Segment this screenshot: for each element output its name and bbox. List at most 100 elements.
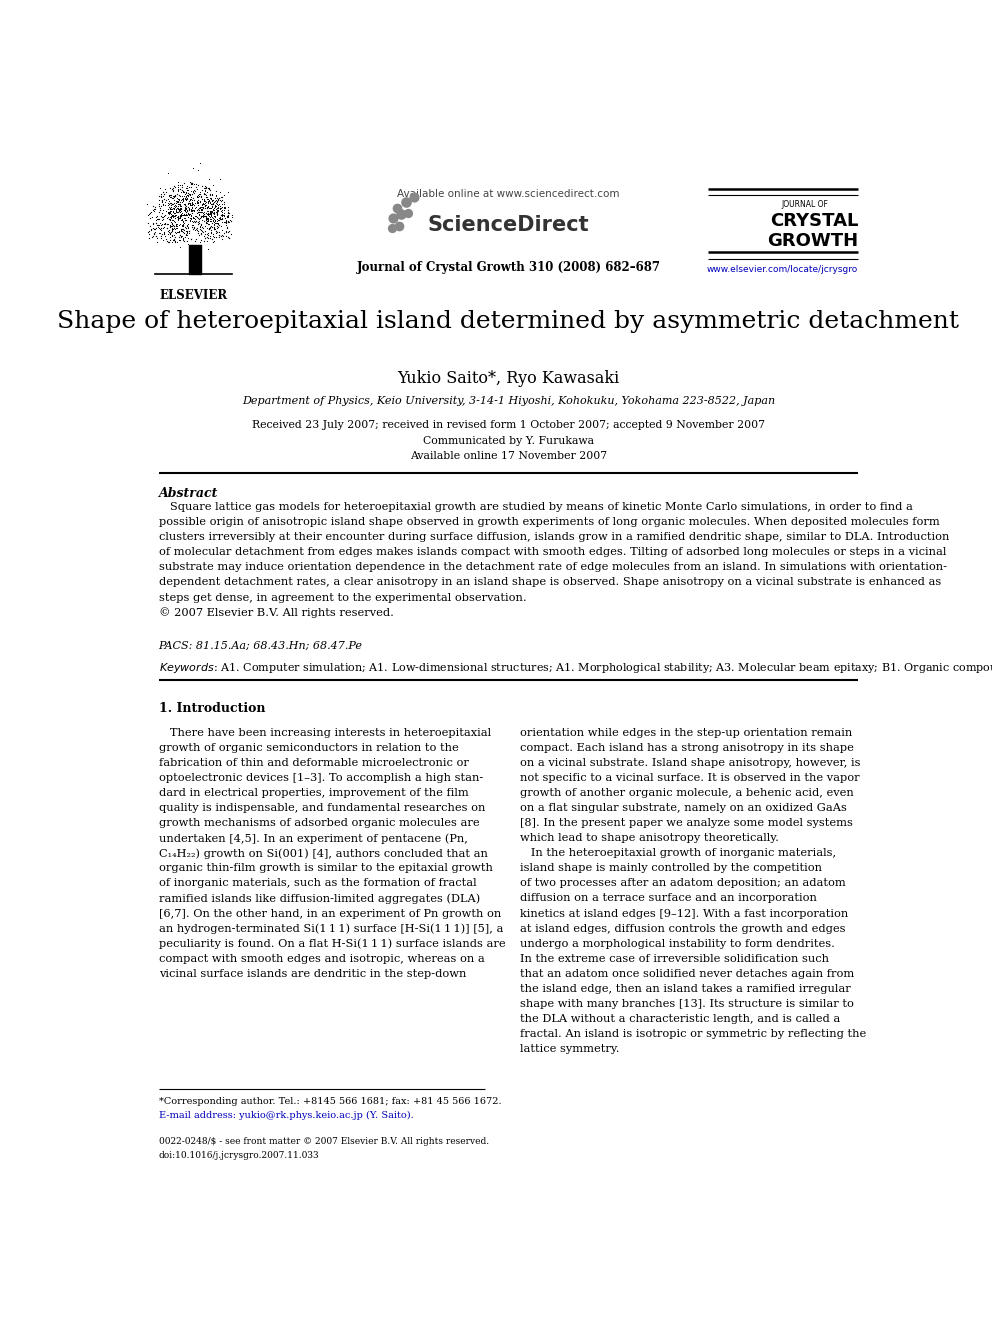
Point <box>186 181 201 202</box>
Point <box>198 210 214 232</box>
Point <box>161 201 177 222</box>
Point <box>165 188 181 209</box>
Point <box>176 222 191 243</box>
Point <box>220 226 236 247</box>
Point <box>199 226 215 247</box>
Point <box>163 216 179 237</box>
Point <box>160 220 176 241</box>
Point <box>173 179 188 200</box>
Point <box>219 205 235 226</box>
Point <box>213 193 229 214</box>
Point <box>157 184 173 205</box>
Point <box>200 209 216 230</box>
Point <box>178 204 193 225</box>
Text: optoelectronic devices [1–3]. To accomplish a high stan-: optoelectronic devices [1–3]. To accompl… <box>159 773 483 783</box>
Point <box>171 181 186 202</box>
Point <box>206 191 222 212</box>
Point <box>174 188 189 209</box>
Point <box>165 214 181 235</box>
Point <box>190 193 206 214</box>
Point <box>389 197 405 218</box>
Point <box>176 188 191 209</box>
Point <box>200 196 216 217</box>
Point <box>168 217 184 238</box>
Point <box>207 185 223 206</box>
Point <box>201 225 217 246</box>
Point <box>170 221 186 242</box>
Point <box>167 216 183 237</box>
Text: Received 23 July 2007; received in revised form 1 October 2007; accepted 9 Novem: Received 23 July 2007; received in revis… <box>252 419 765 430</box>
Text: compact with smooth edges and isotropic, whereas on a: compact with smooth edges and isotropic,… <box>159 954 484 963</box>
Point <box>192 214 208 235</box>
Point <box>173 204 188 225</box>
Point <box>184 209 199 230</box>
Point <box>181 198 196 220</box>
Point <box>166 206 182 228</box>
Point <box>207 209 223 230</box>
Point <box>199 209 215 230</box>
Point <box>158 205 174 226</box>
Point <box>204 229 220 250</box>
Point <box>201 201 217 222</box>
Text: In the heteroepitaxial growth of inorganic materials,: In the heteroepitaxial growth of inorgan… <box>520 848 836 859</box>
Point <box>220 205 236 226</box>
Point <box>192 201 208 222</box>
Point <box>162 185 178 206</box>
Point <box>205 189 221 210</box>
Point <box>184 239 199 261</box>
Point <box>205 226 221 247</box>
Point <box>206 194 222 216</box>
Point <box>173 209 188 230</box>
Point <box>163 197 179 218</box>
Point <box>140 205 156 226</box>
Point <box>153 194 169 216</box>
Point <box>193 189 209 210</box>
Point <box>220 197 236 218</box>
Point <box>170 201 186 222</box>
Point <box>175 214 190 235</box>
Point <box>151 209 167 230</box>
Point <box>166 218 182 239</box>
Point <box>177 194 192 216</box>
Point <box>182 208 197 229</box>
Point <box>163 204 179 225</box>
Point <box>190 198 206 220</box>
Text: E-mail address: yukio@rk.phys.keio.ac.jp (Y. Saito).: E-mail address: yukio@rk.phys.keio.ac.jp… <box>159 1111 414 1121</box>
Point <box>189 194 205 216</box>
Point <box>164 198 180 220</box>
Point <box>196 179 212 200</box>
Point <box>198 185 214 206</box>
Point <box>216 202 232 224</box>
Point <box>212 189 228 210</box>
Point <box>177 220 192 241</box>
Point <box>181 214 196 235</box>
Point <box>193 221 209 242</box>
Point <box>170 214 186 235</box>
Point <box>192 185 208 206</box>
Point <box>198 188 214 209</box>
Point <box>188 218 204 239</box>
Point <box>207 218 223 239</box>
Point <box>209 197 225 218</box>
Point <box>190 187 206 208</box>
Point <box>186 218 201 239</box>
Point <box>173 200 188 221</box>
Point <box>184 208 199 229</box>
Text: JOURNAL OF: JOURNAL OF <box>782 200 828 209</box>
Point <box>151 208 167 229</box>
Point <box>189 191 205 212</box>
Point <box>220 181 236 202</box>
Point <box>180 217 195 238</box>
Point <box>182 192 197 213</box>
Point <box>203 201 219 222</box>
Point <box>147 218 163 239</box>
Point <box>163 198 179 220</box>
Point <box>180 221 195 242</box>
Point <box>176 230 191 251</box>
Point <box>213 204 229 225</box>
Point <box>179 204 194 225</box>
Point <box>213 201 229 222</box>
Point <box>180 222 195 243</box>
Point <box>182 221 197 242</box>
Point <box>171 230 186 251</box>
